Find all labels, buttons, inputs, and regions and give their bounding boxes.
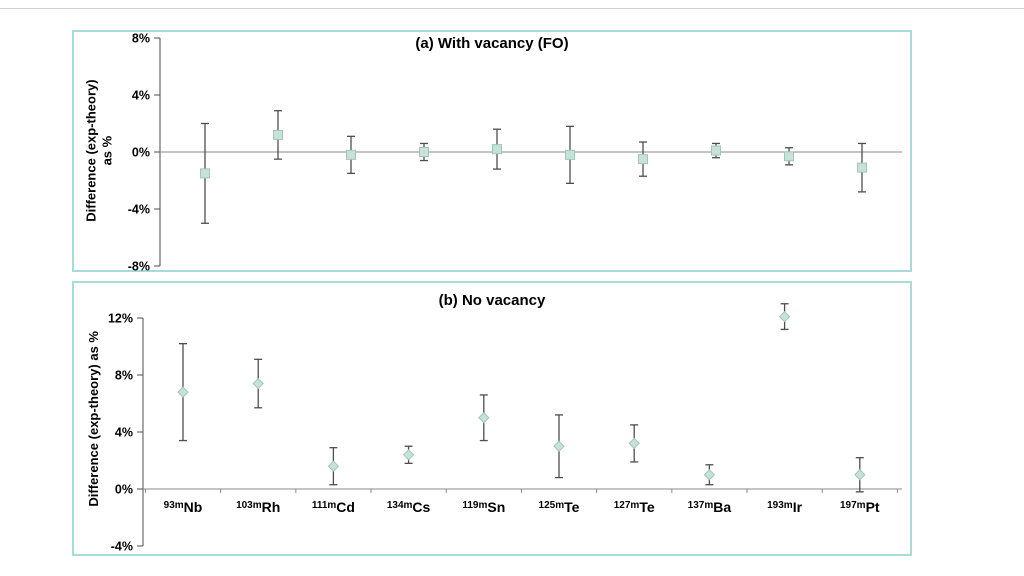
data-point-marker: [711, 145, 721, 156]
data-point-marker: [402, 449, 415, 461]
y-tick-label: -4%: [111, 540, 133, 554]
chart-b-plot-area: 12% 8% 4% 0% -4% 93mNb 103mRh 111mCd 134mCs 119mS…: [108, 303, 902, 554]
data-point-marker: [492, 144, 502, 155]
data-point-marker: [553, 440, 565, 452]
data-point-marker: [252, 377, 264, 390]
isotope-label: 134mCs: [387, 499, 431, 515]
isotope-label: 197mPt: [840, 499, 880, 515]
y-tick-label: 8%: [115, 369, 133, 383]
data-point-marker: [565, 149, 575, 160]
isotope-label: 93mNb: [164, 499, 203, 515]
top-divider: [0, 8, 1024, 9]
data-point-marker: [419, 147, 429, 157]
y-tick-label: 12%: [108, 312, 133, 326]
data-point-marker: [638, 154, 648, 165]
y-tick-label: 4%: [132, 89, 150, 103]
y-tick-label: 0%: [115, 483, 133, 497]
data-point-marker: [628, 437, 640, 450]
isotope-label: 127mTe: [614, 499, 655, 515]
data-point-marker: [273, 129, 283, 140]
chart-b-title: (b) No vacancy: [438, 292, 546, 309]
data-point-marker: [854, 469, 866, 481]
isotope-label: 119mSn: [462, 499, 505, 515]
data-point-marker: [177, 386, 189, 398]
isotope-label: 125mTe: [539, 499, 580, 515]
data-point-marker: [327, 460, 340, 472]
data-point-marker: [346, 149, 356, 160]
isotope-label: 137mBa: [688, 499, 732, 515]
chart-panel-b: (b) No vacancy Difference (exp-theory) a…: [72, 281, 912, 556]
y-tick-label: -4%: [128, 203, 150, 217]
isotope-label: 193mIr: [767, 499, 802, 515]
isotope-label: 111mCd: [312, 499, 355, 515]
y-tick-label: 0%: [132, 146, 150, 160]
isotope-label: 103mRh: [236, 499, 280, 515]
data-point-marker: [857, 162, 867, 173]
chart-a-plot-area: 8% 4% 0% -4% -8%: [128, 32, 902, 274]
chart-panel-a: (a) With vacancy (FO) Difference (exp-th…: [72, 30, 912, 274]
data-point-marker: [703, 469, 716, 481]
y-tick-label: 4%: [115, 426, 133, 440]
data-point-marker: [784, 151, 794, 162]
chart-a-title: (a) With vacancy (FO): [415, 35, 569, 52]
y-tick-label: -8%: [128, 260, 150, 274]
data-point-marker: [478, 412, 490, 424]
y-tick-label: 8%: [132, 32, 150, 46]
data-point-marker: [778, 310, 791, 323]
data-point-marker: [200, 168, 210, 179]
